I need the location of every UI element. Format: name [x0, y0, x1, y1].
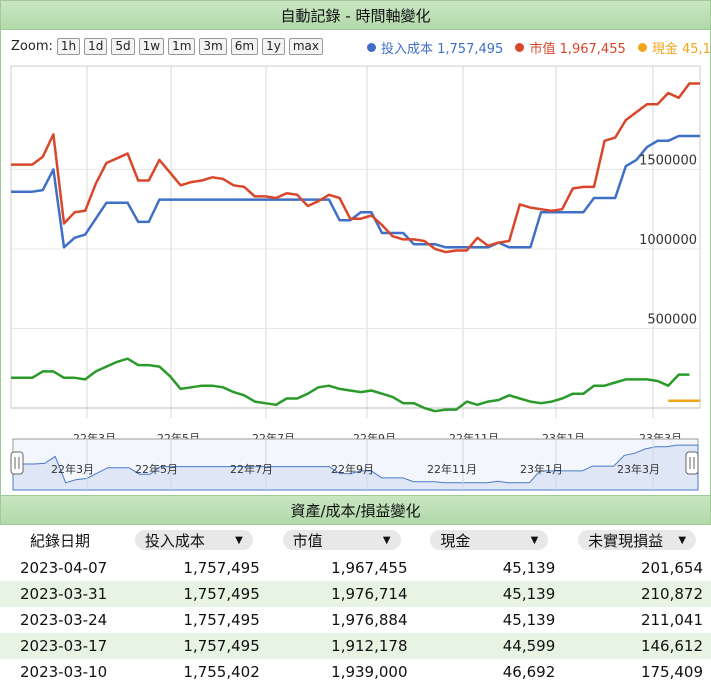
- cell-cost: 1,757,495: [120, 581, 268, 607]
- chart-panel-header: 自動記錄 - 時間軸變化: [0, 0, 711, 30]
- table-panel-title: 資產/成本/損益變化: [290, 502, 421, 520]
- navigator-tick-label: 22年11月: [427, 462, 477, 476]
- cell-date: 2023-03-31: [0, 581, 120, 607]
- cell-unrealized: 146,612: [563, 633, 711, 659]
- line-chart[interactable]: 22年3月 22年5月 22年7月 22年9月 22年11月 23年1月 23年3月 1500…: [1, 30, 710, 495]
- grid-layer: [10, 65, 701, 418]
- range-navigator: 22年3月 22年5月 22年7月 22年9月 22年11月 23年1月 23年3月: [10, 438, 699, 491]
- chart-area[interactable]: Zoom: 1h 1d 5d 1w 1m 3m 6m 1y max 投入成本 1…: [0, 30, 711, 495]
- legend-dot-cash: [637, 43, 647, 52]
- column-header-market-value-label: 市值: [292, 531, 323, 550]
- navigator-tick-label: 22年5月: [135, 462, 178, 476]
- cell-cost: 1,757,495: [120, 633, 268, 659]
- zoom-button-1d[interactable]: 1d: [84, 38, 108, 55]
- zoom-button-5d[interactable]: 5d: [111, 38, 135, 55]
- table-row: 2023-03-17 1,757,495 1,912,178 44,599 14…: [0, 633, 711, 659]
- column-header-date: 紀錄日期: [0, 525, 120, 555]
- sort-button-market-value[interactable]: 市值 ▼: [282, 530, 401, 550]
- cell-unrealized: 211,041: [563, 607, 711, 633]
- zoom-label: Zoom:: [11, 39, 53, 54]
- cell-cash: 45,139: [415, 607, 564, 633]
- navigator-handle-right[interactable]: [685, 451, 699, 475]
- history-table: 紀錄日期 投入成本 ▼ 市值 ▼ 現金 ▼: [0, 525, 711, 685]
- cell-date: 2023-03-24: [0, 607, 120, 633]
- y-tick-label: 1000000: [639, 233, 697, 248]
- table-panel-header: 資產/成本/損益變化: [0, 495, 711, 525]
- table-header-row: 紀錄日期 投入成本 ▼ 市值 ▼ 現金 ▼: [0, 525, 711, 555]
- cell-date: 2023-04-07: [0, 555, 120, 581]
- navigator-tick-label: 22年9月: [331, 462, 374, 476]
- zoom-button-1w[interactable]: 1w: [138, 38, 165, 55]
- column-header-cost-label: 投入成本: [144, 531, 205, 550]
- legend-label-cost: 投入成本 1,757,495: [381, 42, 504, 57]
- table-row: 2023-04-07 1,757,495 1,967,455 45,139 20…: [0, 555, 711, 581]
- caret-down-icon: ▼: [235, 534, 243, 546]
- sort-button-cost[interactable]: 投入成本 ▼: [134, 530, 253, 550]
- series-line-2: [11, 357, 690, 413]
- cell-date: 2023-03-10: [0, 659, 120, 685]
- cell-unrealized: 201,654: [563, 555, 711, 581]
- cell-unrealized: 210,872: [563, 581, 711, 607]
- zoom-button-max[interactable]: max: [288, 38, 323, 55]
- table-row: 2023-03-10 1,755,402 1,939,000 46,692 17…: [0, 659, 711, 685]
- series-line-0: [11, 134, 700, 249]
- navigator-area: [12, 444, 699, 491]
- table-row: 2023-03-31 1,757,495 1,976,714 45,139 21…: [0, 581, 711, 607]
- cell-cost: 1,755,402: [120, 659, 268, 685]
- sort-button-unrealized[interactable]: 未實現損益 ▼: [578, 530, 697, 550]
- column-header-unrealized[interactable]: 未實現損益 ▼: [563, 525, 711, 555]
- cell-cost: 1,757,495: [120, 555, 268, 581]
- legend-item-cost[interactable]: 投入成本 1,757,495: [367, 38, 503, 57]
- navigator-tick-label: 23年1月: [520, 462, 563, 476]
- caret-down-icon: ▼: [530, 534, 539, 546]
- navigator-tick-label: 22年7月: [230, 462, 273, 476]
- series-layer: [11, 82, 700, 413]
- cell-market-value: 1,976,714: [267, 581, 416, 607]
- series-line-1: [11, 82, 700, 254]
- caret-down-icon: ▼: [678, 534, 687, 546]
- chart-panel-title: 自動記錄 - 時間軸變化: [280, 7, 431, 25]
- column-header-cash[interactable]: 現金 ▼: [415, 525, 564, 555]
- cell-cash: 44,599: [415, 633, 564, 659]
- cell-cash: 46,692: [415, 659, 564, 685]
- cell-date: 2023-03-17: [0, 633, 120, 659]
- cell-cash: 45,139: [415, 581, 564, 607]
- table-row: 2023-03-24 1,757,495 1,976,884 45,139 21…: [0, 607, 711, 633]
- column-header-cash-label: 現金: [440, 531, 471, 550]
- legend-label-cash: 現金 45,139: [651, 42, 711, 57]
- legend-label-market-value: 市值 1,967,455: [529, 42, 626, 57]
- zoom-button-1h[interactable]: 1h: [56, 38, 81, 55]
- legend-dot-cost: [367, 43, 376, 52]
- navigator-handle-left[interactable]: [10, 451, 24, 475]
- sort-button-cash[interactable]: 現金 ▼: [430, 530, 549, 550]
- zoom-button-1y[interactable]: 1y: [262, 38, 285, 55]
- zoom-button-3m[interactable]: 3m: [199, 38, 227, 55]
- navigator-tick-label: 23年3月: [617, 462, 660, 476]
- y-tick-label: 1500000: [639, 153, 697, 168]
- column-header-cost[interactable]: 投入成本 ▼: [120, 525, 268, 555]
- cell-market-value: 1,976,884: [267, 607, 416, 633]
- navigator-tick-label: 22年3月: [51, 462, 94, 476]
- cell-market-value: 1,967,455: [267, 555, 416, 581]
- chart-legend: 投入成本 1,757,495 市值 1,967,455 現金 45,139: [367, 38, 711, 57]
- legend-item-market-value[interactable]: 市值 1,967,455: [515, 38, 626, 57]
- legend-item-cash[interactable]: 現金 45,139: [637, 38, 711, 57]
- column-header-unrealized-label: 未實現損益: [588, 531, 664, 550]
- cell-unrealized: 175,409: [563, 659, 711, 685]
- cell-cash: 45,139: [415, 555, 564, 581]
- cell-cost: 1,757,495: [120, 607, 268, 633]
- zoom-toolbar: Zoom: 1h 1d 5d 1w 1m 3m 6m 1y max: [11, 38, 323, 55]
- y-tick-label: 500000: [647, 312, 697, 327]
- column-header-date-label: 紀錄日期: [29, 531, 90, 550]
- legend-dot-market-value: [515, 43, 525, 52]
- column-header-market-value[interactable]: 市值 ▼: [267, 525, 416, 555]
- cell-market-value: 1,912,178: [267, 633, 416, 659]
- zoom-button-1m[interactable]: 1m: [168, 38, 196, 55]
- plot-frame: [10, 65, 701, 409]
- caret-down-icon: ▼: [382, 534, 391, 546]
- zoom-button-6m[interactable]: 6m: [230, 38, 259, 55]
- cell-market-value: 1,939,000: [267, 659, 416, 685]
